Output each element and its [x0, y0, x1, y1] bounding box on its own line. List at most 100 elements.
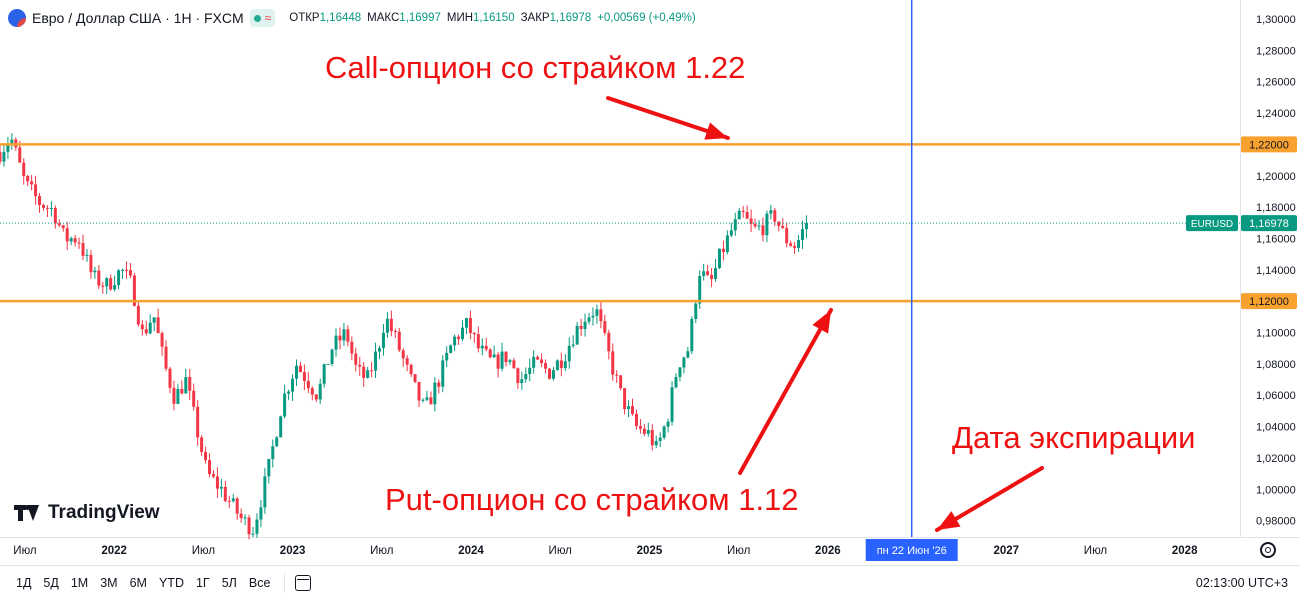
candle-body	[121, 269, 125, 271]
candle-body	[686, 351, 690, 358]
candle-body	[544, 363, 548, 369]
candle-body	[745, 211, 749, 219]
x-tick-label: Июл	[727, 545, 750, 557]
candle-body	[294, 365, 298, 379]
candle-body	[93, 270, 97, 273]
market-status-badge[interactable]: ≈	[249, 9, 276, 27]
range-3m-button[interactable]: 3М	[100, 576, 118, 590]
market-open-dot-icon	[253, 14, 261, 22]
x-tick-label: Июл	[549, 545, 572, 557]
candle-body	[524, 374, 528, 380]
range-5y-button[interactable]: 5Л	[221, 576, 237, 590]
candle-body	[682, 357, 686, 368]
candlestick-chart[interactable]: 1,30000 1,28000 1,26000 1,24000 1,20000 1,180…	[0, 0, 1300, 563]
candle-body	[595, 309, 599, 316]
candle-body	[69, 238, 73, 242]
candle-body	[480, 345, 484, 349]
candle-body	[243, 517, 247, 519]
candle-body	[773, 210, 777, 222]
candle-body	[267, 459, 271, 477]
candle-body	[445, 352, 449, 361]
candle-body	[113, 285, 117, 290]
candle-body	[555, 360, 559, 371]
range-1d-button[interactable]: 1Д	[16, 576, 32, 590]
candle-body	[804, 223, 808, 230]
time-axis[interactable]	[0, 537, 1300, 563]
candle-body	[132, 275, 136, 306]
candle-body	[627, 406, 631, 410]
strike-level-price-label: 1,22000	[1249, 139, 1289, 151]
clock-readout[interactable]: 02:13:00 UTC+3	[1195, 576, 1288, 590]
range-1y-button[interactable]: 1Г	[195, 576, 210, 590]
candle-body	[694, 303, 698, 319]
candle-body	[81, 243, 85, 256]
candle-body	[512, 360, 516, 369]
candle-body	[800, 229, 804, 241]
range-1m-button[interactable]: 1М	[70, 576, 89, 590]
candle-body	[306, 380, 310, 389]
candle-body	[389, 318, 393, 332]
candle-body	[10, 139, 14, 144]
candle-body	[638, 426, 642, 429]
y-tick-label: 1,28000	[1256, 45, 1296, 57]
x-tick-label: 2022	[101, 545, 127, 557]
candle-body	[789, 243, 793, 246]
settings-gear-icon[interactable]	[1260, 542, 1276, 558]
tradingview-logo-icon	[14, 505, 42, 521]
price-axis[interactable]	[1240, 0, 1300, 540]
range-5d-button[interactable]: 5Д	[43, 576, 59, 590]
candle-body	[717, 248, 721, 269]
expiry-arrow-head	[937, 511, 961, 530]
candle-body	[492, 354, 496, 358]
candle-body	[211, 474, 215, 477]
candle-body	[567, 345, 571, 362]
candle-body	[251, 533, 255, 535]
candle-body	[172, 387, 176, 404]
candle-body	[706, 271, 710, 275]
y-tick-label: 1,04000	[1256, 422, 1296, 434]
candle-body	[362, 366, 366, 378]
candle-body	[358, 364, 362, 367]
put-arrow	[738, 308, 833, 475]
candle-body	[457, 336, 461, 340]
candle-body	[559, 360, 563, 369]
candle-body	[504, 351, 508, 363]
candle-body	[397, 331, 401, 351]
candle-body	[125, 269, 129, 271]
candle-body	[797, 240, 801, 248]
candle-body	[579, 325, 583, 329]
x-tick-label: Июл	[13, 545, 36, 557]
go-to-date-calendar-icon[interactable]	[295, 575, 312, 591]
candle-body	[287, 391, 291, 394]
candle-body	[650, 429, 654, 446]
y-tick-label: 1,24000	[1256, 108, 1296, 120]
candle-body	[275, 437, 279, 447]
candle-body	[144, 329, 148, 334]
x-tick-label: 2026	[815, 545, 841, 557]
symbol-title[interactable]: Евро / Доллар США · 1H · FXCM	[32, 10, 244, 26]
range-6m-button[interactable]: 6М	[129, 576, 147, 590]
candle-body	[105, 278, 109, 287]
candle-body	[508, 360, 512, 363]
candle-body	[188, 377, 192, 391]
range-all-button[interactable]: Все	[248, 576, 271, 590]
candle-body	[18, 147, 22, 163]
candle-body	[698, 275, 702, 304]
logo-text: TradingView	[48, 502, 160, 523]
tradingview-logo: TradingView	[14, 502, 160, 524]
candle-body	[658, 437, 662, 442]
candle-body	[176, 388, 180, 404]
candle-body	[61, 225, 65, 229]
range-ytd-button[interactable]: YTD	[158, 576, 184, 590]
candle-body	[500, 351, 504, 369]
candle-body	[6, 143, 10, 152]
candle-body	[599, 309, 603, 322]
candle-body	[101, 285, 105, 287]
candle-body	[77, 242, 81, 244]
candle-body	[164, 346, 168, 369]
candle-body	[302, 372, 306, 381]
call-option-annotation: Call-опцион со страйком 1.22	[325, 50, 746, 85]
candle-body	[283, 393, 287, 417]
candle-body	[405, 358, 409, 365]
candle-body	[148, 322, 152, 334]
